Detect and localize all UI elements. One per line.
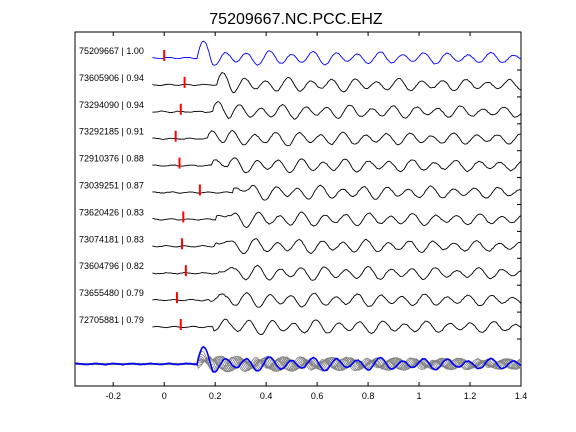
trace-label-72705881: 72705881 | 0.79: [79, 315, 144, 325]
stack-trace-75209667: [74, 345, 522, 373]
chart-title: 75209667.NC.PCC.EHZ: [209, 11, 383, 28]
x-tick-label: 0.8: [362, 391, 375, 401]
x-tick-label: 1.2: [464, 391, 477, 401]
trace-label-73655480: 73655480 | 0.79: [79, 288, 144, 298]
trace-line-73655480: [152, 292, 522, 308]
stack-layer: [74, 345, 522, 373]
x-tick-label: 0: [162, 391, 167, 401]
picks-layer: [163, 50, 201, 330]
trace-label-73605906: 73605906 | 0.94: [79, 73, 144, 83]
traces-layer: [152, 40, 522, 340]
trace-line-73620426: [152, 211, 522, 228]
trace-label-72910376: 72910376 | 0.88: [79, 154, 144, 164]
x-tick-label: 0.2: [209, 391, 222, 401]
labels-layer: 75209667 | 1.00 73605906 | 0.94 73294090 |…: [79, 46, 144, 325]
trace-line-72705881: [152, 318, 522, 335]
trace-label-73294090: 73294090 | 0.94: [79, 100, 144, 110]
plot-frame: [74, 31, 522, 387]
x-tick-label: 0.6: [311, 391, 324, 401]
trace-label-75209667: 75209667 | 1.00: [79, 46, 144, 56]
trace-line-73039251: [152, 184, 522, 201]
trace-line-75209667: [152, 40, 522, 66]
trace-line-73605906: [152, 71, 522, 94]
trace-line-72910376: [152, 157, 522, 174]
x-tick-label: 0.4: [260, 391, 273, 401]
trace-label-73620426: 73620426 | 0.83: [79, 207, 144, 217]
x-axis: -0.2 0 0.2 0.4 0.6 0.8 1 1.2 1.4: [105, 32, 527, 401]
stack-trace-73292185: [74, 355, 522, 372]
trace-line-73604796: [152, 264, 522, 281]
trace-label-73074181: 73074181 | 0.83: [79, 234, 144, 244]
trace-line-73292185: [152, 130, 522, 147]
trace-line-73294090: [152, 101, 522, 120]
trace-label-73292185: 73292185 | 0.91: [79, 127, 144, 137]
trace-label-73604796: 73604796 | 0.82: [79, 261, 144, 271]
trace-label-73039251: 73039251 | 0.87: [79, 181, 144, 191]
x-tick-label: -0.2: [105, 391, 121, 401]
x-tick-label: 1.4: [515, 391, 528, 401]
x-tick-label: 1: [417, 391, 422, 401]
trace-line-73074181: [152, 237, 521, 255]
